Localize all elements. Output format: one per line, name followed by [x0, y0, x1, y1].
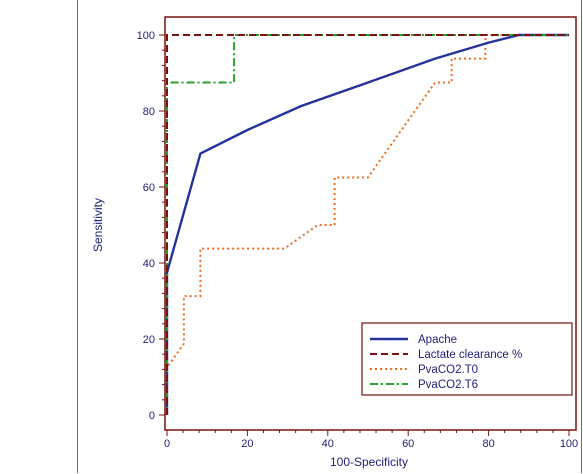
x-tick-label: 20	[241, 438, 253, 450]
x-tick-label: 100	[560, 438, 578, 450]
x-tick-label: 80	[482, 438, 494, 450]
legend: Apache Lactate clearance % PvaCO2.T0 PvaCO2…	[361, 322, 573, 396]
y-tick-label: 80	[143, 106, 155, 118]
roc-chart: 0 20 40 60 80 100 0 20 40 60 80 100 100-Specificit…	[91, 16, 578, 469]
x-axis: 0 20 40 60 80 100	[164, 430, 578, 450]
y-tick-label: 0	[149, 410, 155, 422]
x-tick-label: 40	[322, 438, 334, 450]
x-axis-title: 100-Specificity	[330, 455, 408, 469]
legend-label: PvaCO2.T6	[418, 379, 478, 391]
figure-frame: 0 20 40 60 80 100 0 20 40 60 80 100 100-Specificit…	[77, 0, 582, 473]
legend-label: Apache	[418, 334, 457, 346]
y-axis: 0 20 40 60 80 100	[137, 30, 165, 422]
legend-label: Lactate clearance %	[418, 349, 522, 361]
y-tick-label: 20	[143, 334, 155, 346]
x-tick-label: 60	[402, 438, 414, 450]
y-tick-label: 100	[137, 30, 155, 42]
legend-label: PvaCO2.T0	[418, 364, 478, 376]
y-axis-title: Sensitivity	[91, 198, 105, 252]
x-tick-label: 0	[164, 438, 170, 450]
series-layer	[165, 33, 569, 415]
series-line-apache	[165, 33, 569, 415]
y-tick-label: 60	[143, 182, 155, 194]
y-tick-label: 40	[143, 258, 155, 270]
series-line-lactate-clearance	[166, 34, 569, 415]
